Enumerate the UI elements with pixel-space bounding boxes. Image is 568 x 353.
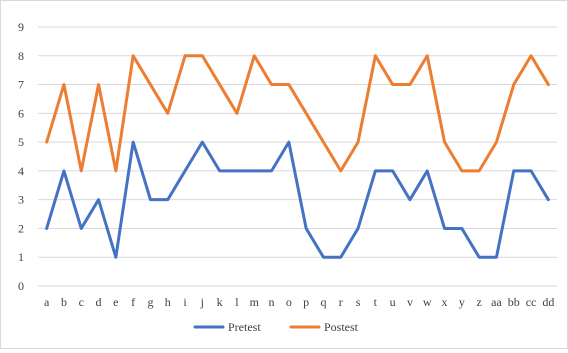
x-tick-label: g: [147, 295, 153, 309]
x-tick-label: s: [356, 295, 361, 309]
y-tick-label: 2: [18, 221, 24, 235]
x-tick-label: i: [183, 295, 187, 309]
y-tick-label: 1: [18, 250, 24, 264]
series-line-postest: [45, 54, 550, 173]
x-tick-label: k: [217, 295, 223, 309]
x-tick-label: y: [459, 295, 465, 309]
x-tick-label: v: [407, 295, 413, 309]
x-tick-label: bb: [508, 295, 520, 309]
x-tick-label: f: [131, 295, 135, 309]
x-tick-label: dd: [542, 295, 554, 309]
y-tick-label: 9: [18, 20, 24, 34]
x-tick-label: m: [250, 295, 260, 309]
y-tick-label: 5: [18, 135, 24, 149]
x-tick-label: w: [423, 295, 432, 309]
x-tick-label: x: [442, 295, 448, 309]
x-tick-label: o: [286, 295, 292, 309]
x-tick-label: r: [339, 295, 343, 309]
series-line-pretest: [45, 140, 550, 259]
legend-label-pretest: Pretest: [228, 320, 261, 334]
line-chart: 0 1 2 3 4 5 6 7 8 9 a b c d e f g h i j k l m n o p q r s t u v w x y z aa b…: [18, 20, 557, 334]
y-tick-label: 6: [18, 106, 24, 120]
legend: Pretest Postest: [193, 320, 359, 334]
y-axis-ticks: 0 1 2 3 4 5 6 7 8 9: [18, 20, 24, 293]
y-tick-label: 4: [18, 164, 24, 178]
x-tick-label: j: [200, 295, 204, 309]
x-tick-label: cc: [526, 295, 537, 309]
x-tick-label: l: [235, 295, 239, 309]
x-tick-label: p: [303, 295, 309, 309]
x-tick-label: q: [320, 295, 326, 309]
x-tick-label: e: [113, 295, 118, 309]
series-lines: [45, 54, 550, 259]
y-tick-label: 7: [18, 78, 24, 92]
x-tick-label: t: [374, 295, 378, 309]
x-tick-label: u: [390, 295, 396, 309]
y-tick-label: 8: [18, 49, 24, 63]
x-tick-label: aa: [491, 295, 502, 309]
x-tick-label: n: [269, 295, 275, 309]
y-tick-label: 3: [18, 193, 24, 207]
legend-label-postest: Postest: [324, 320, 359, 334]
y-tick-label: 0: [18, 279, 24, 293]
x-tick-label: z: [476, 295, 481, 309]
x-tick-label: b: [61, 295, 67, 309]
x-tick-label: c: [79, 295, 84, 309]
x-tick-label: d: [96, 295, 102, 309]
x-axis-ticks: a b c d e f g h i j k l m n o p q r s t u v w x y z aa bb cc dd: [44, 295, 554, 309]
x-tick-label: h: [165, 295, 171, 309]
x-tick-label: a: [44, 295, 50, 309]
